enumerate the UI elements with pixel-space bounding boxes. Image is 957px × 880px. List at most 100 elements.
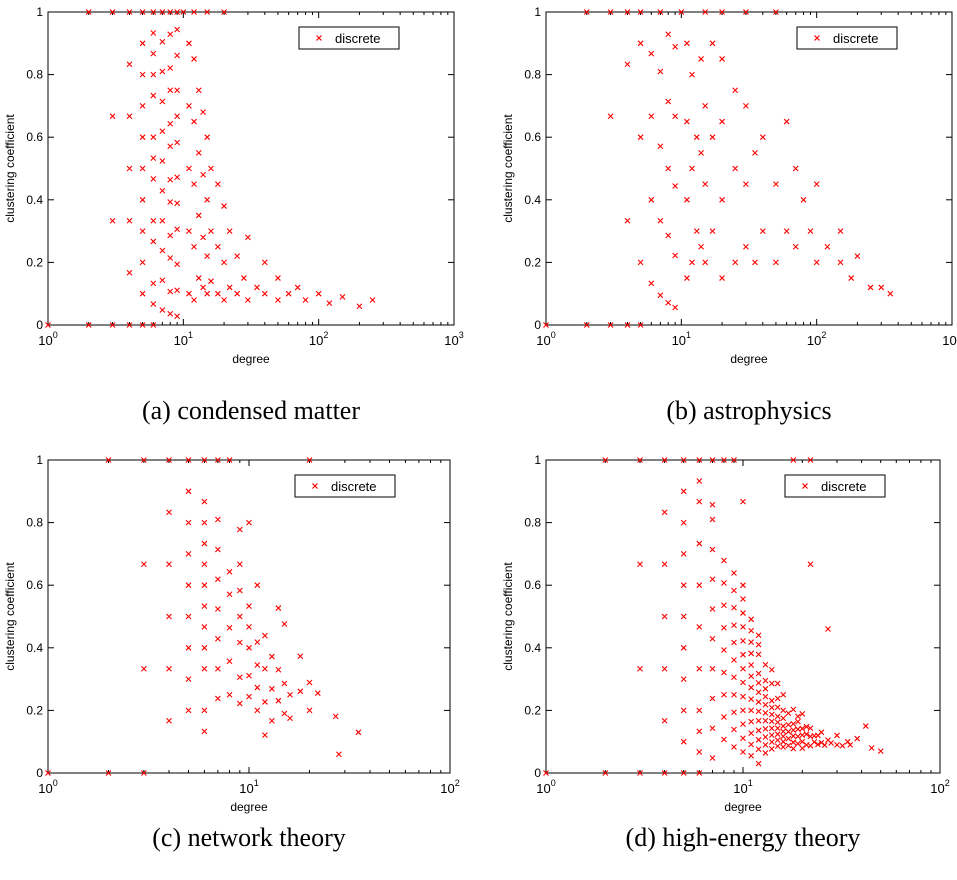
data-point <box>236 700 243 707</box>
data-point <box>768 704 775 711</box>
data-point <box>648 113 655 120</box>
data-point <box>214 181 221 188</box>
data-point <box>254 582 261 589</box>
data-point <box>774 680 781 687</box>
data-point <box>680 488 687 495</box>
data-point <box>762 661 769 668</box>
data-point <box>159 307 166 313</box>
data-point <box>731 622 737 629</box>
data-point <box>167 143 174 150</box>
data-point <box>201 457 208 463</box>
data-point <box>150 175 157 182</box>
data-point <box>768 739 775 745</box>
data-point <box>109 113 116 120</box>
data-point <box>672 183 679 189</box>
data-point <box>680 519 687 526</box>
data-point <box>186 165 192 172</box>
data-point <box>740 665 746 672</box>
data-point <box>191 297 197 303</box>
legend-marker <box>316 35 322 41</box>
legend-marker <box>814 35 820 41</box>
data-point <box>214 516 221 523</box>
data-point <box>762 685 769 692</box>
data-point <box>167 31 174 38</box>
data-point <box>201 498 208 505</box>
data-point <box>159 277 166 284</box>
data-point <box>174 26 181 33</box>
data-point <box>159 9 166 15</box>
panel-caption: (c) network theory <box>152 823 345 852</box>
data-point <box>768 711 775 718</box>
data-point <box>731 587 737 594</box>
data-point <box>755 760 762 767</box>
data-point <box>657 217 664 224</box>
data-point <box>762 725 769 732</box>
data-point <box>672 43 679 50</box>
data-point <box>186 103 192 109</box>
data-point <box>672 113 679 120</box>
data-point <box>583 9 590 15</box>
data-point <box>696 478 703 484</box>
legend: discrete <box>796 26 898 50</box>
data-point <box>221 203 227 209</box>
legend-marker <box>312 483 318 489</box>
data-point <box>254 707 261 714</box>
data-point <box>768 718 775 725</box>
data-point <box>167 310 174 317</box>
data-point <box>780 744 787 750</box>
data-point <box>702 259 709 266</box>
data-point <box>721 714 727 720</box>
data-point <box>185 644 192 651</box>
data-point <box>799 725 806 732</box>
y-tick-label: 1 <box>36 453 43 467</box>
y-tick-label: 0.4 <box>524 641 541 655</box>
data-point <box>201 665 208 672</box>
data-point <box>105 457 112 463</box>
data-point <box>696 540 703 547</box>
data-point <box>731 639 737 646</box>
data-point <box>236 674 243 681</box>
data-point <box>226 591 233 598</box>
data-point <box>684 40 690 47</box>
data-point <box>709 695 716 702</box>
data-point <box>762 750 769 756</box>
data-point <box>783 118 790 125</box>
data-point <box>246 672 252 679</box>
data-point <box>762 693 769 700</box>
data-point <box>731 744 737 750</box>
legend-marker <box>802 483 808 489</box>
data-point <box>661 509 668 516</box>
data-point <box>748 684 755 691</box>
legend-label: discrete <box>331 479 377 494</box>
data-point <box>755 679 762 686</box>
data-point <box>698 56 704 62</box>
data-point <box>732 87 739 94</box>
data-point <box>167 288 174 295</box>
data-point <box>709 606 716 612</box>
data-point <box>709 665 716 672</box>
data-point <box>780 707 787 714</box>
data-point <box>755 708 762 715</box>
data-point <box>740 651 746 658</box>
data-point <box>848 275 855 281</box>
data-point <box>762 734 769 740</box>
data-point <box>174 200 181 207</box>
chart-panel-4: 100 101 102 0 0.2 0.4 0.6 0.8 1 degree clustering … <box>501 453 950 852</box>
data-point <box>867 284 874 291</box>
data-point <box>214 576 221 583</box>
legend-label: discrete <box>833 31 879 46</box>
data-point <box>139 165 146 172</box>
data-point <box>297 688 304 695</box>
data-point <box>159 217 166 224</box>
data-point <box>709 40 716 47</box>
y-axis-label: clustering coefficient <box>3 562 17 671</box>
data-point <box>748 650 755 657</box>
data-point <box>755 736 762 743</box>
data-point <box>748 707 755 714</box>
data-point <box>139 196 146 203</box>
data-point <box>696 623 703 630</box>
data-point <box>45 770 51 776</box>
data-point <box>174 174 181 181</box>
data-point <box>185 676 192 682</box>
